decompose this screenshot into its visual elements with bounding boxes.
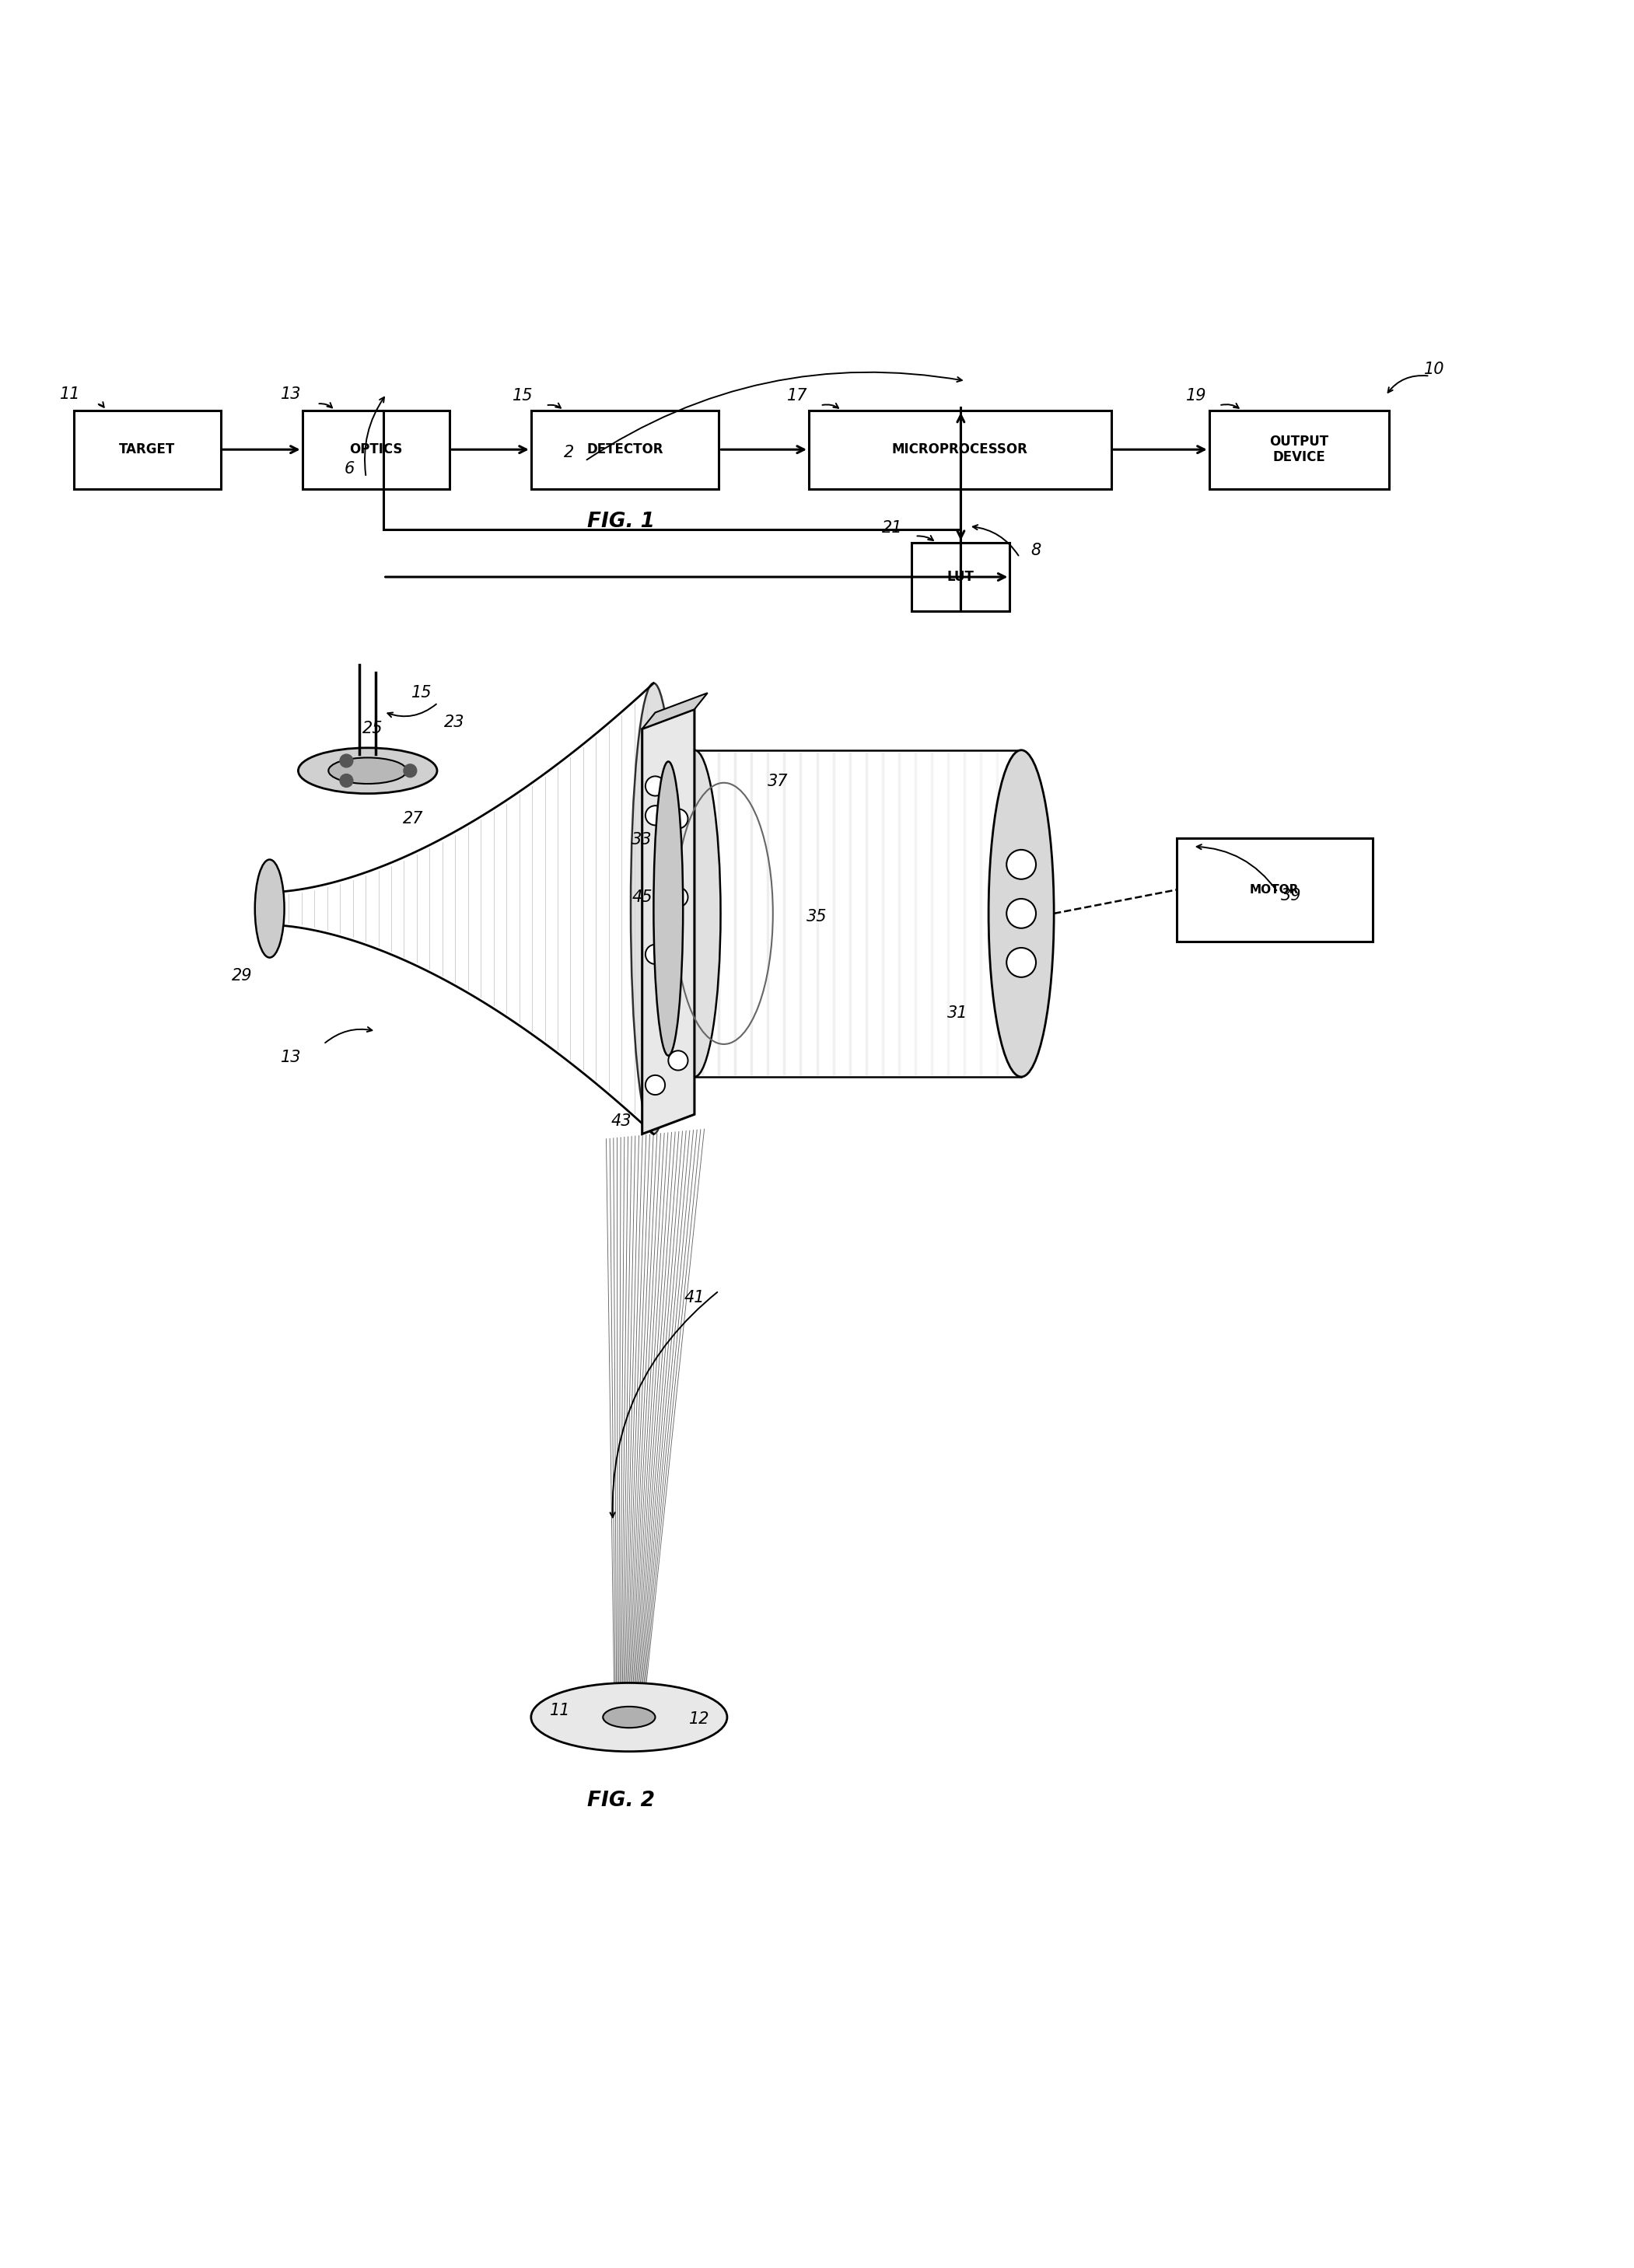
Ellipse shape — [631, 683, 676, 1134]
Text: LUT: LUT — [948, 569, 974, 583]
Text: OPTICS: OPTICS — [350, 442, 402, 456]
Text: 11: 11 — [60, 386, 80, 401]
Text: 43: 43 — [611, 1114, 631, 1129]
Text: 17: 17 — [788, 388, 807, 404]
Text: 11: 11 — [551, 1703, 570, 1719]
Text: 10: 10 — [1425, 361, 1444, 376]
Text: 13: 13 — [281, 1050, 301, 1066]
Text: 31: 31 — [948, 1005, 967, 1021]
Text: MICROPROCESSOR: MICROPROCESSOR — [892, 442, 1028, 456]
Text: OUTPUT
DEVICE: OUTPUT DEVICE — [1270, 435, 1328, 465]
FancyBboxPatch shape — [1209, 411, 1389, 488]
FancyBboxPatch shape — [912, 542, 1010, 612]
Circle shape — [668, 887, 688, 907]
Circle shape — [645, 776, 665, 796]
Polygon shape — [642, 694, 708, 728]
Circle shape — [668, 810, 688, 828]
Text: FIG. 2: FIG. 2 — [587, 1789, 655, 1810]
Circle shape — [340, 755, 353, 767]
Text: 2: 2 — [564, 445, 574, 460]
Text: 27: 27 — [404, 812, 423, 826]
Circle shape — [645, 805, 665, 826]
Text: 8: 8 — [1031, 542, 1041, 558]
Circle shape — [1007, 850, 1036, 880]
Text: 45: 45 — [632, 889, 652, 905]
Ellipse shape — [255, 860, 284, 957]
Text: 33: 33 — [632, 832, 652, 848]
Text: 6: 6 — [345, 460, 355, 476]
Text: 13: 13 — [281, 386, 301, 401]
Text: 12: 12 — [690, 1710, 709, 1726]
FancyBboxPatch shape — [531, 411, 719, 488]
Ellipse shape — [531, 1683, 727, 1751]
Text: 29: 29 — [232, 968, 252, 984]
Text: 39: 39 — [1281, 887, 1301, 903]
Ellipse shape — [297, 748, 438, 794]
Text: 23: 23 — [444, 714, 464, 730]
FancyBboxPatch shape — [302, 411, 449, 488]
Text: DETECTOR: DETECTOR — [587, 442, 663, 456]
Text: 35: 35 — [807, 909, 827, 925]
FancyBboxPatch shape — [809, 411, 1111, 488]
Circle shape — [1007, 898, 1036, 928]
Ellipse shape — [654, 762, 683, 1055]
Text: 19: 19 — [1186, 388, 1206, 404]
Ellipse shape — [989, 751, 1054, 1077]
Text: 21: 21 — [882, 519, 902, 535]
Text: 15: 15 — [412, 685, 431, 701]
Ellipse shape — [603, 1706, 655, 1728]
Circle shape — [668, 1050, 688, 1070]
Circle shape — [645, 943, 665, 964]
Text: 25: 25 — [363, 721, 382, 737]
Ellipse shape — [668, 751, 721, 1077]
Text: 15: 15 — [513, 388, 533, 404]
Polygon shape — [642, 710, 694, 1134]
FancyBboxPatch shape — [1176, 839, 1373, 941]
Text: MOTOR: MOTOR — [1250, 885, 1299, 896]
Text: 37: 37 — [768, 773, 788, 789]
Circle shape — [645, 1075, 665, 1095]
Circle shape — [404, 764, 417, 778]
Text: 41: 41 — [685, 1290, 704, 1304]
FancyBboxPatch shape — [74, 411, 221, 488]
Circle shape — [1007, 948, 1036, 978]
Circle shape — [340, 773, 353, 787]
Text: TARGET: TARGET — [119, 442, 175, 456]
Ellipse shape — [328, 758, 407, 785]
Text: FIG. 1: FIG. 1 — [587, 510, 655, 531]
